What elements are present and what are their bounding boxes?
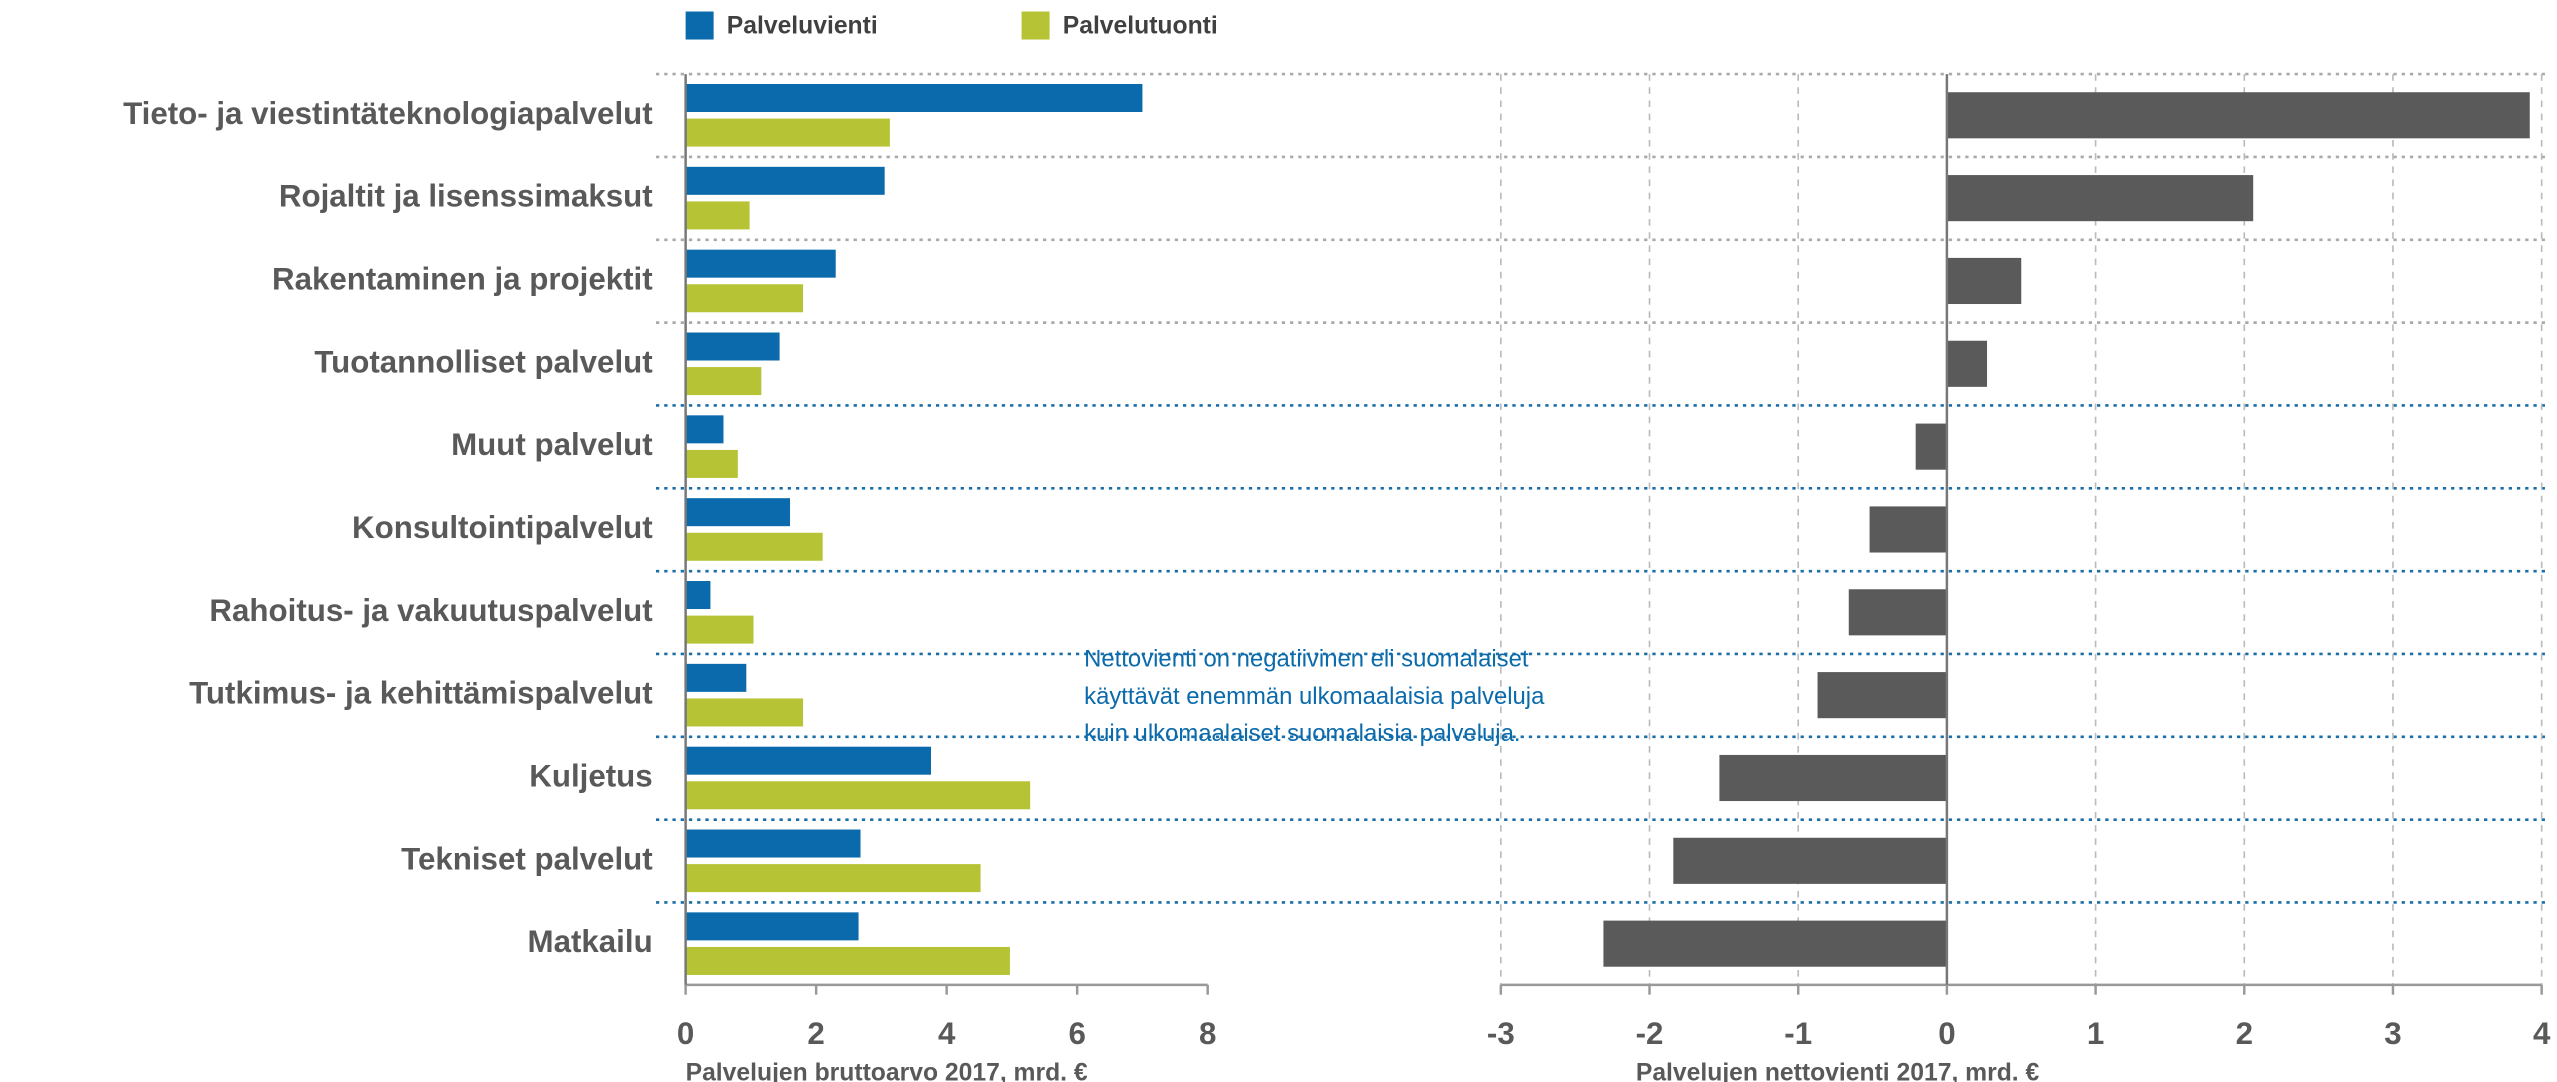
bar	[685, 864, 981, 893]
annotation: käyttävät enemmän ulkomaalaisia palveluj…	[1084, 683, 1545, 710]
legend-swatch	[1021, 11, 1050, 40]
bar	[1848, 589, 1947, 636]
bar	[685, 332, 780, 361]
bar	[1603, 920, 1947, 967]
legend-swatch	[685, 11, 714, 40]
bar	[685, 581, 711, 610]
x-tick-label: 4	[2533, 1016, 2551, 1051]
category-label: Tutkimus- ja kehittämispalvelut	[189, 676, 653, 711]
bar	[685, 532, 823, 561]
bar	[1673, 837, 1947, 884]
x-tick-label: -1	[1784, 1016, 1812, 1051]
bar	[685, 663, 747, 692]
x-tick-label: 0	[677, 1016, 694, 1051]
bar	[1946, 175, 2254, 222]
bar	[685, 83, 1143, 112]
category-label: Kuljetus	[529, 758, 652, 793]
bar	[685, 118, 890, 147]
category-label: Rakentaminen ja projektit	[272, 261, 653, 296]
x-axis-label: Palvelujen nettovienti 2017, mrd. €	[1636, 1059, 2040, 1082]
bar	[685, 249, 836, 278]
annotation: kuin ulkomaalaiset suomalaisia palveluja…	[1084, 720, 1520, 747]
bar	[685, 781, 1031, 810]
x-tick-label: 0	[1938, 1016, 1955, 1051]
bar	[685, 498, 791, 527]
x-tick-label: 4	[938, 1016, 956, 1051]
category-label: Rahoitus- ja vakuutuspalvelut	[209, 593, 653, 628]
x-axis-label: Palvelujen bruttoarvo 2017, mrd. €	[686, 1059, 1088, 1082]
category-label: Matkailu	[528, 924, 653, 959]
bar	[685, 284, 804, 313]
bar	[685, 698, 804, 727]
legend-label: Palveluvienti	[727, 13, 878, 40]
bar	[685, 415, 724, 444]
bar	[685, 367, 762, 396]
bar	[1946, 257, 2022, 305]
x-tick-label: 3	[2384, 1016, 2401, 1051]
row-separators	[655, 72, 2550, 904]
category-label: Rojaltit ja lisenssimaksut	[279, 179, 653, 214]
bar	[685, 166, 885, 195]
bar	[685, 449, 738, 478]
bar	[685, 946, 1010, 975]
bar	[1946, 92, 2530, 139]
category-label: Konsultointipalvelut	[352, 510, 653, 545]
bar	[1946, 340, 1988, 387]
bar	[1817, 672, 1947, 719]
bar	[1869, 506, 1947, 553]
bar	[685, 746, 931, 775]
bar	[1719, 754, 1947, 802]
bar	[685, 615, 754, 644]
x-tick-label: -3	[1487, 1016, 1515, 1051]
legend-label: Palvelutuonti	[1063, 13, 1218, 40]
category-label: Muut palvelut	[451, 427, 653, 462]
x-tick-label: 2	[2236, 1016, 2253, 1051]
x-tick-label: 1	[2087, 1016, 2104, 1051]
x-tick-label: -2	[1636, 1016, 1664, 1051]
category-label: Tekniset palvelut	[401, 841, 653, 876]
x-tick-label: 6	[1068, 1016, 1085, 1051]
category-label: Tieto- ja viestintäteknologiapalvelut	[123, 96, 653, 131]
bar	[685, 912, 859, 941]
annotation: Nettovienti on negatiivinen eli suomalai…	[1084, 646, 1529, 673]
x-tick-label: 8	[1199, 1016, 1216, 1051]
x-tick-label: 2	[807, 1016, 824, 1051]
bar	[1915, 423, 1947, 470]
bar	[685, 201, 750, 230]
category-label: Tuotannolliset palvelut	[314, 344, 653, 379]
bar	[685, 829, 861, 858]
